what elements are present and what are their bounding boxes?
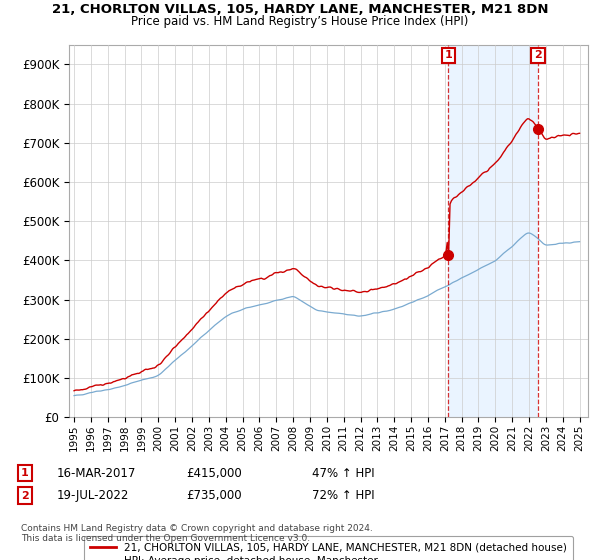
Bar [448, 45, 538, 417]
Text: Price paid vs. HM Land Registry’s House Price Index (HPI): Price paid vs. HM Land Registry’s House … [131, 15, 469, 27]
Text: 47% ↑ HPI: 47% ↑ HPI [312, 466, 374, 480]
Legend: 21, CHORLTON VILLAS, 105, HARDY LANE, MANCHESTER, M21 8DN (detached house), HPI:: 21, CHORLTON VILLAS, 105, HARDY LANE, MA… [83, 536, 574, 560]
Text: 16-MAR-2017: 16-MAR-2017 [57, 466, 136, 480]
Text: Contains HM Land Registry data © Crown copyright and database right 2024.
This d: Contains HM Land Registry data © Crown c… [21, 524, 373, 543]
Text: 1: 1 [445, 50, 452, 60]
Text: 19-JUL-2022: 19-JUL-2022 [57, 489, 130, 502]
Text: 1: 1 [21, 468, 29, 478]
Text: 2: 2 [21, 491, 29, 501]
Text: £735,000: £735,000 [186, 489, 242, 502]
Text: £415,000: £415,000 [186, 466, 242, 480]
Text: 21, CHORLTON VILLAS, 105, HARDY LANE, MANCHESTER, M21 8DN: 21, CHORLTON VILLAS, 105, HARDY LANE, MA… [52, 3, 548, 16]
Text: 72% ↑ HPI: 72% ↑ HPI [312, 489, 374, 502]
Text: 2: 2 [534, 50, 542, 60]
